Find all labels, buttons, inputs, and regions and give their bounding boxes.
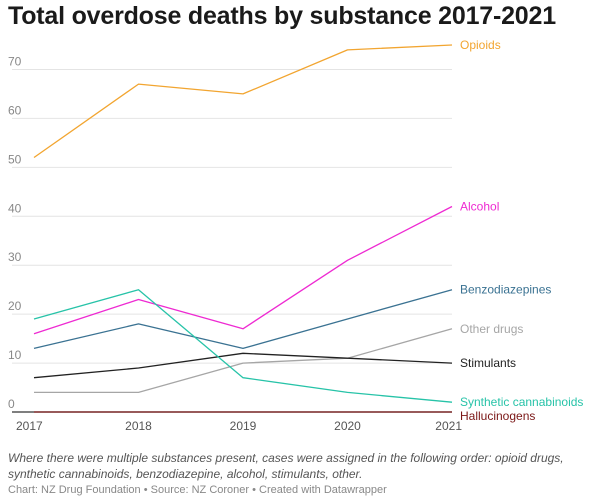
y-tick-label: 20 [8, 299, 22, 313]
chart-credits: Chart: NZ Drug Foundation • Source: NZ C… [8, 484, 387, 496]
series-label: Hallucinogens [460, 409, 535, 423]
y-tick-label: 70 [8, 54, 22, 68]
series-line-benzodiazepines [33, 289, 453, 350]
chart-title: Total overdose deaths by substance 2017-… [8, 2, 556, 30]
line-chart: 0 10 20 30 40 50 60 70 2017 2018 2019 2020 2021 Opi… [8, 38, 583, 433]
x-tick-label: 2020 [334, 419, 361, 433]
series-lines [33, 44, 453, 413]
y-tick-label: 60 [8, 103, 22, 117]
series-label: Synthetic cannabinoids [460, 395, 583, 409]
series-label: Benzodiazepines [460, 283, 551, 297]
series-label: Other drugs [460, 322, 523, 336]
series-line-stimulants [33, 352, 453, 379]
y-tick-label: 30 [8, 250, 22, 264]
chart-note: Where there were multiple substances pre… [8, 451, 564, 481]
y-tick-label: 50 [8, 152, 22, 166]
y-tick-label: 40 [8, 201, 22, 215]
series-line-opioids [33, 44, 453, 159]
series-line-synthetic-cannabinoids [33, 289, 453, 403]
x-tick-label: 2019 [230, 419, 257, 433]
series-line-alcohol [33, 205, 453, 335]
series-label: Opioids [460, 38, 501, 52]
series-label: Stimulants [460, 356, 516, 370]
series-line-other-drugs [34, 328, 453, 394]
series-label: Alcohol [460, 199, 499, 213]
y-tick-label: 10 [8, 348, 22, 362]
y-axis-ticks: 0 10 20 30 40 50 60 70 [8, 54, 22, 411]
series-labels: Opioids Alcohol Benzodiazepines Other drugs… [460, 38, 583, 423]
x-tick-label: 2018 [125, 419, 152, 433]
x-tick-label: 2021 [435, 419, 462, 433]
x-axis-ticks: 2017 2018 2019 2020 2021 [16, 419, 462, 433]
y-tick-label: 0 [8, 397, 15, 411]
x-tick-label: 2017 [16, 419, 43, 433]
